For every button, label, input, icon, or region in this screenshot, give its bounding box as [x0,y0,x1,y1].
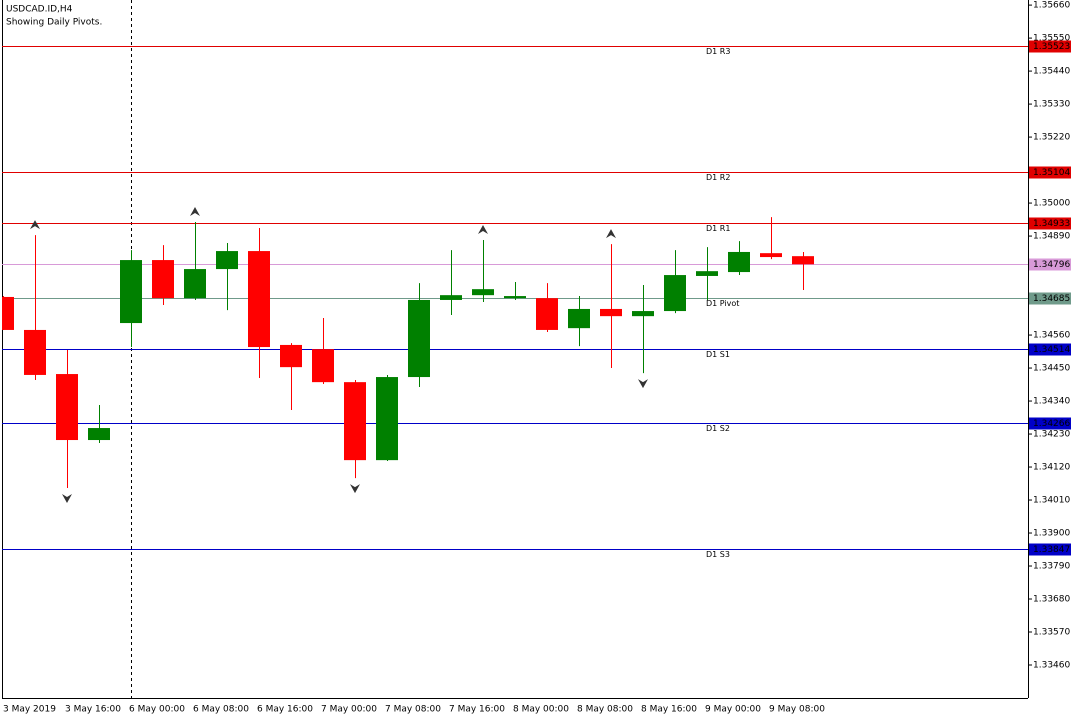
x-tick-label: 8 May 08:00 [577,705,633,715]
pivot-label: D1 S2 [706,424,730,433]
y-tick-label: 1.34230 [1033,430,1070,440]
price-label: 1.34685 [1033,294,1070,304]
price-label: 1.35104 [1033,168,1070,178]
y-tick-label: 1.34340 [1033,397,1070,407]
x-tick-label: 6 May 16:00 [257,705,313,715]
x-tick-label: 3 May 16:00 [65,705,121,715]
fractal-down [638,379,648,389]
candle-body [344,382,366,461]
x-tick-label: 8 May 00:00 [513,705,569,715]
current-price-label: 1.34796 [1033,260,1070,270]
y-tick-label: 1.35330 [1033,100,1070,110]
price-label: 1.34514 [1033,345,1070,355]
candle-body [792,256,814,265]
fractal-up [606,229,616,239]
candle-body [536,298,558,330]
chart-subtitle: Showing Daily Pivots. [6,18,102,28]
price-label: 1.34266 [1033,419,1070,429]
price-label-box [1029,292,1071,305]
candle-body [568,308,590,329]
candle-body [696,271,718,276]
x-tick-label: 7 May 16:00 [449,705,505,715]
plot-area [2,46,1028,550]
pivot-label: D1 R2 [706,173,730,182]
y-tick-label: 1.33790 [1033,562,1070,572]
pivot-label: D1 R1 [706,224,730,233]
price-label: 1.35523 [1033,42,1070,52]
candle-body [312,349,334,383]
candle-body [184,269,206,299]
candle-body [88,428,110,441]
pivot-label: D1 S3 [706,550,730,559]
y-tick-label: 1.35220 [1033,133,1070,143]
price-label-box [1029,40,1071,53]
x-tick-label: 8 May 16:00 [641,705,697,715]
y-tick-label: 1.35000 [1033,199,1070,209]
candle-body [280,344,302,368]
price-label: 1.33847 [1033,545,1070,555]
candle-body [440,295,462,300]
fractal-up [190,206,200,216]
candle-body [760,253,782,258]
price-label-box [1029,543,1071,556]
y-tick-label: 1.33570 [1033,628,1070,638]
price-label-box [1029,417,1071,430]
candle-body [152,260,174,299]
y-tick-label: 1.35660 [1033,1,1070,11]
price-label-box [1029,258,1071,271]
y-tick-label: 1.35440 [1033,67,1070,77]
fractal-down [350,484,360,494]
y-tick-label: 1.33900 [1033,529,1070,539]
y-tick-label: 1.34890 [1033,232,1070,242]
price-label: 1.34933 [1033,219,1070,229]
candle-body [664,275,686,312]
chart-title: USDCAD.ID,H4 [6,5,73,15]
y-tick-label: 1.33680 [1033,595,1070,605]
y-tick-label: 1.34560 [1033,331,1070,341]
candle-body [216,251,238,270]
pivot-label: D1 R3 [706,47,730,56]
x-tick-label: 3 May 2019 [3,705,56,715]
pivot-label: D1 S1 [706,350,730,359]
candle-body [600,308,622,317]
fractal-up [30,220,40,230]
candle-body [728,251,750,273]
x-tick-label: 6 May 08:00 [193,705,249,715]
pivot-label: D1 Pivot [706,299,739,308]
fractal-up [478,224,488,234]
y-tick-label: 1.34450 [1033,364,1070,374]
y-tick-label: 1.34010 [1033,496,1070,506]
price-label-box [1029,343,1071,356]
x-tick-label: 9 May 00:00 [705,705,761,715]
x-tick-label: 7 May 08:00 [385,705,441,715]
candle-body [248,251,270,348]
candle-body [24,329,46,375]
candle-body [632,311,654,317]
price-label-box [1029,166,1071,179]
candle-body [408,299,430,378]
candle-body [2,296,14,330]
y-tick-label: 1.34120 [1033,463,1070,473]
y-tick-label: 1.33460 [1033,661,1070,671]
price-label-box [1029,217,1071,230]
candle-body [120,260,142,324]
x-tick-label: 6 May 00:00 [129,705,185,715]
candle-body [472,289,494,296]
candle-body [504,296,526,299]
x-tick-label: 7 May 00:00 [321,705,377,715]
candle-body [56,374,78,441]
y-tick-label: 1.35550 [1033,34,1070,44]
x-tick-label: 9 May 08:00 [769,705,825,715]
fractal-down [62,494,72,504]
candle-body [376,377,398,461]
